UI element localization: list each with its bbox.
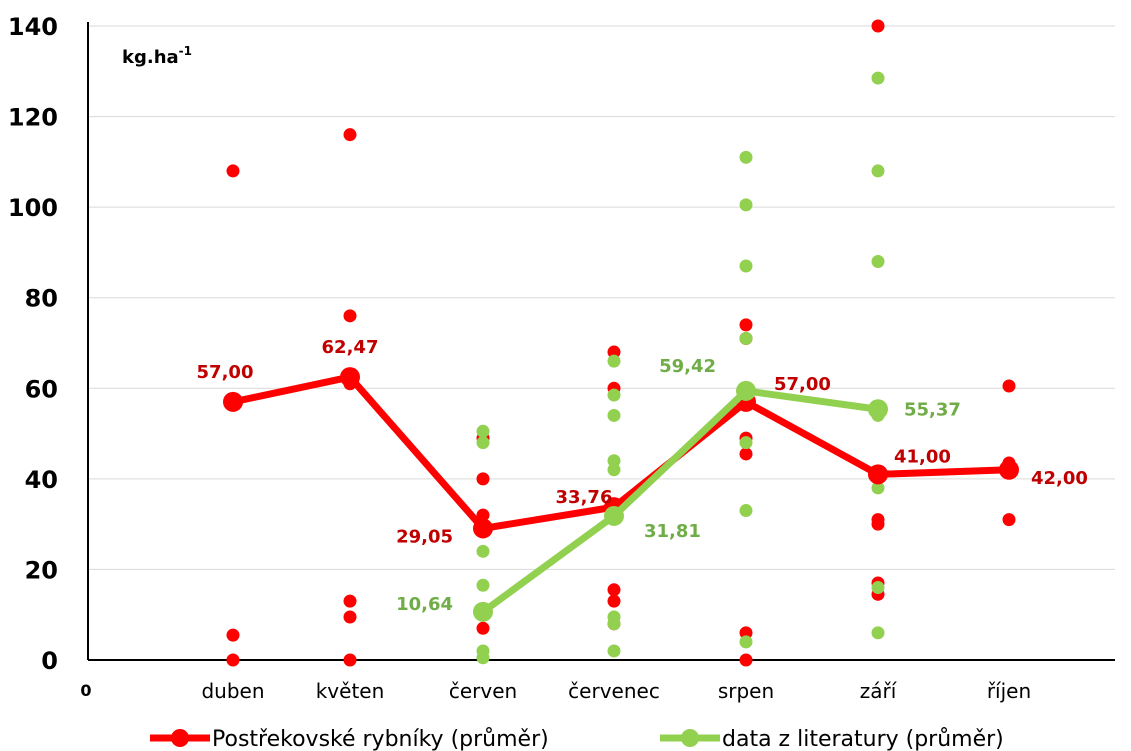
x-tick-label: září [860,679,898,703]
data-point [226,653,240,667]
data-point [1002,379,1016,393]
data-point [607,617,621,631]
data-label: 31,81 [644,521,701,542]
x-tick-label: červen [449,679,517,703]
data-point [476,651,490,665]
x-tick-label: duben [201,679,264,703]
unit-label-text: kg.ha [122,47,179,68]
data-point [343,594,357,608]
y-axis-ticks: 0 20 40 60 80 100 120 140 [8,13,58,675]
x-tick-label: srpen [718,679,774,703]
data-point [607,388,621,402]
legend: Postřekovské rybníky (průměr) data z lite… [150,727,1004,751]
mean-marker [473,518,493,539]
data-point [871,517,885,531]
data-point [871,254,885,268]
data-point [739,653,753,667]
data-label: 41,00 [894,446,951,467]
data-point [607,583,621,597]
legend-label: data z literatury (průměr) [722,727,1004,751]
data-label: 33,76 [556,487,613,508]
y-tick-label: 60 [25,375,58,403]
data-point [739,331,753,345]
data-label: 29,05 [396,526,453,547]
data-point [739,447,753,461]
data-point [226,628,240,642]
data-point [871,626,885,640]
data-point [739,318,753,332]
mean-lines [223,367,1019,622]
x-tick-label: květen [316,679,385,703]
y-tick-label: 20 [25,556,58,584]
data-point [607,408,621,422]
x-tick-label: červenec [568,679,660,703]
data-label: 62,47 [322,337,379,358]
data-point [343,309,357,323]
data-point [476,544,490,558]
data-point [476,472,490,486]
data-point [739,150,753,164]
data-point [739,635,753,649]
series-line [479,387,882,616]
data-point [871,19,885,33]
unit-label-superscript: -1 [179,44,192,58]
mean-marker [999,459,1019,480]
data-point [607,354,621,368]
data-point [476,508,490,522]
data-point [739,259,753,273]
x-axis-ticks: duben květen červen červenec srpen září říjen [201,679,1031,703]
data-point [1002,513,1016,527]
data-point [739,198,753,212]
data-point [607,594,621,608]
legend-label: Postřekovské rybníky (průměr) [212,727,549,751]
mean-marker [868,399,888,420]
data-label: 42,00 [1031,468,1088,489]
data-point [476,621,490,635]
unit-label: kg.ha-1 [122,44,192,68]
data-point [607,463,621,477]
data-label: 10,64 [396,594,453,615]
y-tick-label: 0 [41,647,58,675]
data-point [739,504,753,518]
y-tick-label: 140 [8,13,58,41]
data-point [476,436,490,450]
scatter-points [226,19,1016,667]
mean-marker [473,601,493,622]
data-point [871,581,885,595]
mean-marker [604,505,624,526]
data-point [607,454,621,468]
x-tick-label: říjen [987,679,1031,703]
data-point [343,653,357,667]
legend-marker [681,729,699,747]
legend-marker [171,729,189,747]
data-point [343,128,357,142]
mean-marker [736,380,756,401]
data-point [871,481,885,495]
data-label: 57,00 [774,374,831,395]
data-point [607,644,621,658]
data-point [476,578,490,592]
gridlines [88,25,1115,570]
data-point [871,164,885,178]
data-point [739,436,753,450]
origin-label: 0 [80,681,91,700]
y-tick-label: 80 [25,285,58,313]
data-point [607,345,621,359]
data-point [739,626,753,640]
y-tick-label: 120 [8,104,58,132]
data-label: 59,42 [659,356,716,377]
y-tick-label: 100 [8,194,58,222]
data-point [871,71,885,85]
data-point [226,164,240,178]
data-label: 57,00 [197,362,254,383]
mean-marker [223,391,243,412]
mean-marker [868,464,888,485]
data-label: 55,37 [904,399,961,420]
data-labels: 57,00 62,47 29,05 33,76 57,00 41,00 42,00 10,64… [197,337,1088,615]
y-tick-label: 40 [25,466,58,494]
data-point [343,610,357,624]
mean-marker [340,367,360,388]
data-point [476,424,490,438]
